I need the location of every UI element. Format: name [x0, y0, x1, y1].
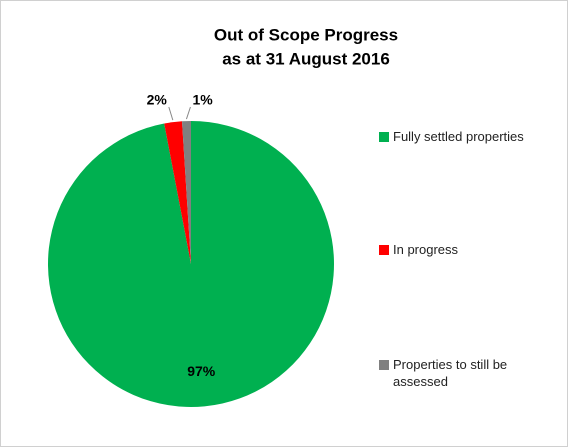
- legend-label: In progress: [393, 242, 459, 257]
- legend-label: Properties to still be assessed: [393, 357, 508, 389]
- data-label: 97%: [187, 363, 216, 379]
- legend-swatch: [379, 360, 389, 370]
- legend-item: In progress: [393, 242, 459, 257]
- legend-label: Fully settled properties: [393, 129, 524, 144]
- leader-line: [168, 106, 174, 121]
- chart-title: as at 31 August 2016: [222, 49, 390, 68]
- leader-line: [185, 106, 191, 120]
- data-label: 2%: [147, 92, 168, 108]
- legend-item: Properties to still be assessed: [393, 357, 508, 389]
- pie-slice: [164, 121, 191, 264]
- legend-item: Fully settled properties: [393, 129, 524, 144]
- data-label: 1%: [192, 92, 213, 108]
- pie-slice: [47, 121, 334, 407]
- legend-swatch: [379, 132, 389, 142]
- pie-slice: [182, 121, 191, 264]
- legend-swatch: [379, 245, 389, 255]
- chart-title: Out of Scope Progress: [214, 25, 398, 44]
